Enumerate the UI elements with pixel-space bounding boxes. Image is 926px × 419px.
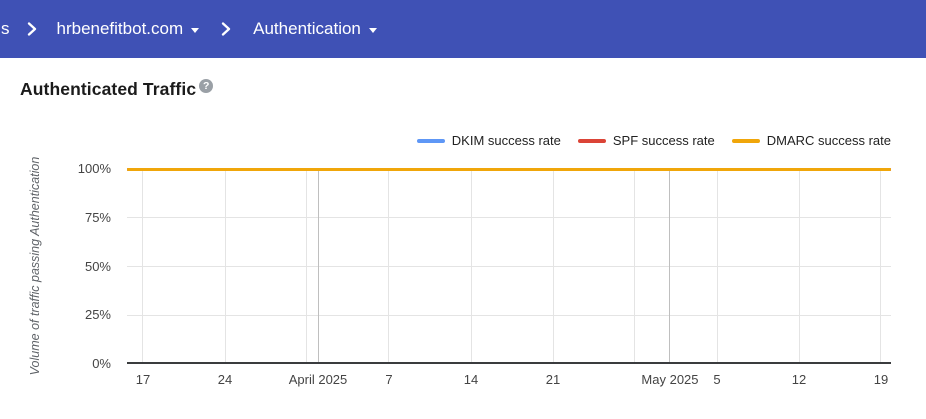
legend-swatch-icon xyxy=(577,138,606,143)
legend-label: DMARC success rate xyxy=(766,133,891,148)
legend-label: SPF success rate xyxy=(612,133,715,148)
dropdown-caret-icon xyxy=(368,27,377,33)
breadcrumb-section-label: Authentication xyxy=(253,19,361,38)
x-gridline xyxy=(552,169,554,362)
x-tick-label: 17 xyxy=(135,372,151,387)
legend-item-spf-success-rate: SPF success rate xyxy=(577,133,715,148)
x-gridline xyxy=(470,169,472,362)
chevron-right-icon xyxy=(27,22,37,36)
y-tick-label: 0% xyxy=(92,356,111,371)
breadcrumb-item-domain[interactable]: hrbenefitbot.com xyxy=(57,19,200,39)
page-title-row: Authenticated Traffic ? xyxy=(20,78,214,100)
x-axis-labels: 17 24 April 2025 7 14 21 May 2025 5 12 19 xyxy=(127,372,891,392)
x-tick-label: May 2025 xyxy=(641,372,699,387)
chart-plot-area xyxy=(127,168,891,364)
help-icon[interactable]: ? xyxy=(199,79,214,93)
y-tick-label: 50% xyxy=(84,258,111,274)
breadcrumb-item-domains-partial[interactable]: s xyxy=(1,19,10,38)
legend-swatch-icon xyxy=(416,138,445,143)
x-tick-label: 14 xyxy=(463,372,479,387)
page-title: Authenticated Traffic xyxy=(20,79,197,99)
x-tick-label: 12 xyxy=(791,372,807,387)
breadcrumb-domain-label: hrbenefitbot.com xyxy=(56,19,184,38)
x-gridline xyxy=(306,169,308,362)
x-gridline xyxy=(880,169,882,362)
month-boundary-gridline xyxy=(317,169,319,362)
x-tick-label: 24 xyxy=(217,372,233,387)
y-tick-label: 75% xyxy=(84,209,111,225)
y-tick-label: 25% xyxy=(84,307,111,323)
x-gridline xyxy=(224,169,226,362)
x-gridline xyxy=(716,169,718,362)
y-gridline xyxy=(127,217,891,219)
x-tick-label: 5 xyxy=(713,372,721,387)
legend-item-dkim-success-rate: DKIM success rate xyxy=(416,133,561,148)
month-boundary-gridline xyxy=(669,169,671,362)
legend-swatch-icon xyxy=(731,138,760,143)
x-gridline xyxy=(142,169,144,362)
x-tick-label: 7 xyxy=(385,372,393,387)
y-tick-label: 100% xyxy=(77,161,111,176)
y-gridline xyxy=(127,266,891,267)
chart-legend: DKIM success rate SPF success rate DMARC s… xyxy=(416,133,891,148)
dropdown-caret-icon xyxy=(191,27,200,33)
series-line-dmarc-success-rate xyxy=(127,168,891,171)
y-gridline xyxy=(127,314,891,316)
legend-item-dmarc-success-rate: DMARC success rate xyxy=(731,133,891,148)
breadcrumb-item-authentication[interactable]: Authentication xyxy=(253,19,377,39)
breadcrumb: s hrbenefitbot.com Authentication xyxy=(0,0,926,58)
x-tick-label: April 2025 xyxy=(288,372,348,387)
x-tick-label: 19 xyxy=(873,372,889,387)
chevron-right-icon xyxy=(221,22,231,36)
y-axis-labels: 100% 75% 50% 25% 0% xyxy=(0,0,111,419)
x-tick-label: 21 xyxy=(545,372,561,387)
x-gridline xyxy=(388,169,390,362)
legend-label: DKIM success rate xyxy=(451,133,561,148)
x-gridline xyxy=(798,169,800,362)
x-gridline xyxy=(634,169,636,362)
